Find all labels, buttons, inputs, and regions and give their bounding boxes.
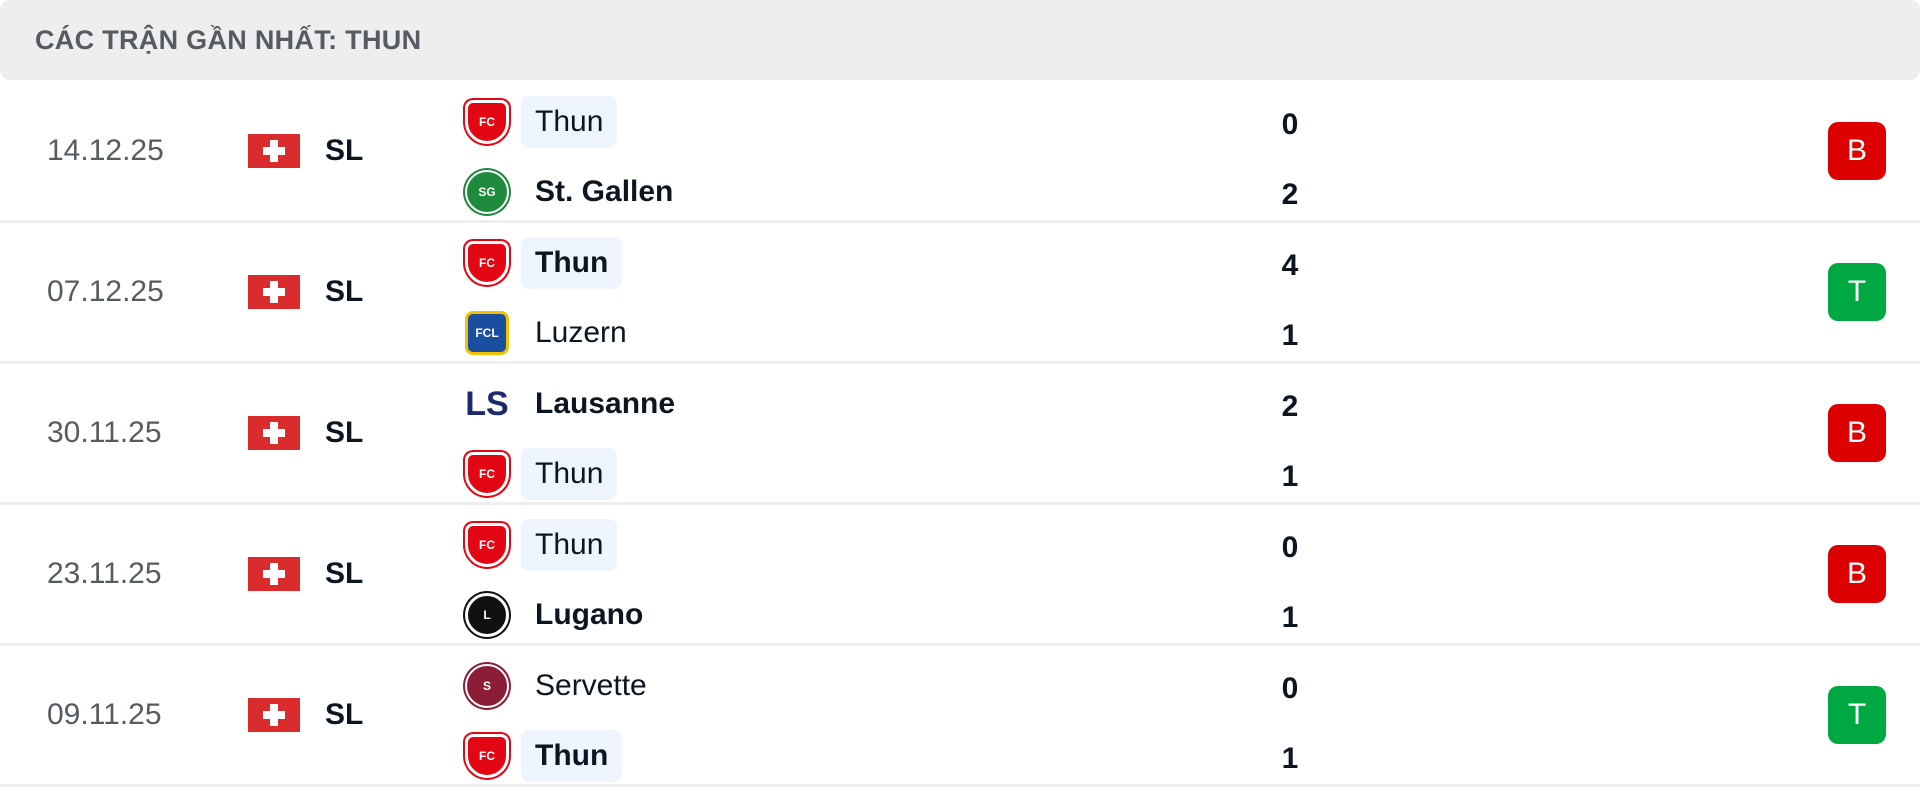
lausanne-sport-logo-icon: LS (465, 382, 509, 426)
team-away[interactable]: SG St. Gallen (465, 166, 687, 218)
team-name[interactable]: St. Gallen (535, 175, 674, 208)
fc-thun-logo-icon: FC (465, 100, 509, 144)
servette-fc-logo-icon: S (465, 664, 509, 708)
team-name[interactable]: Thun (521, 730, 623, 782)
fc-thun-logo-icon: FC (465, 523, 509, 567)
away-score: 1 (1281, 601, 1299, 634)
home-score: 4 (1281, 249, 1299, 282)
fc-thun-logo-icon: FC (465, 734, 509, 778)
match-date: 14.12.25 (47, 134, 164, 167)
team-name[interactable]: Thun (521, 519, 618, 571)
result-badge: B (1828, 122, 1886, 180)
league-label[interactable]: SL (325, 557, 364, 590)
league-label[interactable]: SL (325, 275, 364, 308)
match-date: 09.11.25 (47, 698, 162, 731)
home-score: 2 (1281, 390, 1299, 423)
result-badge: B (1828, 545, 1886, 603)
team-name[interactable]: Thun (521, 96, 618, 148)
team-name[interactable]: Thun (521, 448, 618, 500)
team-home[interactable]: S Servette (465, 660, 661, 712)
team-name[interactable]: Lugano (535, 598, 644, 631)
team-away[interactable]: FC Thun (465, 730, 623, 782)
result-badge: B (1828, 404, 1886, 462)
match-row[interactable]: 23.11.25 SL FC Thun L Lugano 0 1 B (0, 505, 1920, 646)
team-away[interactable]: FCL Luzern (465, 307, 641, 359)
match-date: 07.12.25 (47, 275, 164, 308)
fc-luzern-logo-icon: FCL (465, 311, 509, 355)
fc-thun-logo-icon: FC (465, 452, 509, 496)
switzerland-flag-icon (248, 275, 300, 309)
match-date: 30.11.25 (47, 416, 162, 449)
team-name[interactable]: Luzern (535, 316, 627, 349)
fc-st-gallen-logo-icon: SG (465, 170, 509, 214)
match-date: 23.11.25 (47, 557, 162, 590)
away-score: 1 (1281, 460, 1299, 493)
team-home[interactable]: FC Thun (465, 519, 618, 571)
team-away[interactable]: FC Thun (465, 448, 618, 500)
league-label[interactable]: SL (325, 698, 364, 731)
home-score: 0 (1281, 531, 1299, 564)
match-row[interactable]: 07.12.25 SL FC Thun FCL Luzern 4 1 T (0, 223, 1920, 364)
team-name[interactable]: Lausanne (535, 387, 676, 420)
switzerland-flag-icon (248, 416, 300, 450)
team-away[interactable]: L Lugano (465, 589, 657, 641)
section-header: CÁC TRẬN GẦN NHẤT: THUN (0, 0, 1920, 80)
match-list: 14.12.25 SL FC Thun SG St. Gallen 0 2 B … (0, 82, 1920, 787)
team-name[interactable]: Thun (521, 237, 623, 289)
away-score: 2 (1281, 178, 1299, 211)
league-label[interactable]: SL (325, 416, 364, 449)
fc-thun-logo-icon: FC (465, 241, 509, 285)
result-badge: T (1828, 263, 1886, 321)
match-row[interactable]: 09.11.25 SL S Servette FC Thun 0 1 T (0, 646, 1920, 787)
match-row[interactable]: 30.11.25 SL LS Lausanne FC Thun 2 1 B (0, 364, 1920, 505)
switzerland-flag-icon (248, 698, 300, 732)
league-label[interactable]: SL (325, 134, 364, 167)
fc-lugano-logo-icon: L (465, 593, 509, 637)
home-score: 0 (1281, 672, 1299, 705)
away-score: 1 (1281, 742, 1299, 775)
result-badge: T (1828, 686, 1886, 744)
section-title: CÁC TRẬN GẦN NHẤT: THUN (35, 24, 422, 55)
team-name[interactable]: Servette (535, 669, 647, 702)
switzerland-flag-icon (248, 557, 300, 591)
match-row[interactable]: 14.12.25 SL FC Thun SG St. Gallen 0 2 B (0, 82, 1920, 223)
team-home[interactable]: LS Lausanne (465, 378, 689, 430)
team-home[interactable]: FC Thun (465, 237, 623, 289)
home-score: 0 (1281, 108, 1299, 141)
switzerland-flag-icon (248, 134, 300, 168)
team-home[interactable]: FC Thun (465, 96, 618, 148)
away-score: 1 (1281, 319, 1299, 352)
